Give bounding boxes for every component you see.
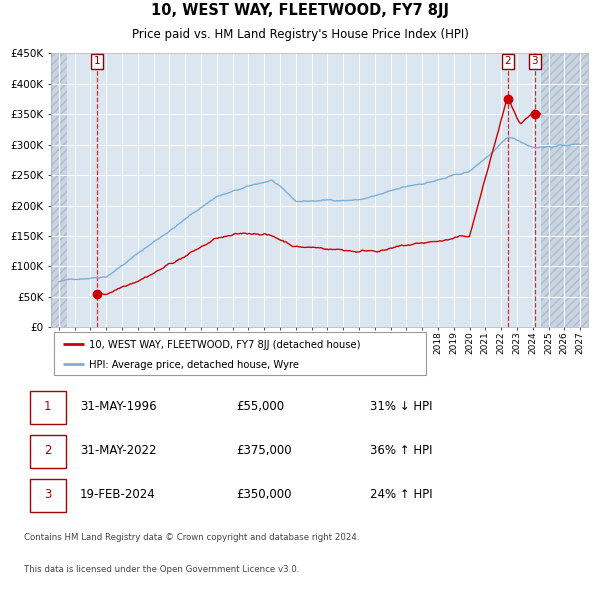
Text: HPI: Average price, detached house, Wyre: HPI: Average price, detached house, Wyre (89, 360, 299, 370)
Bar (29, 391, 66, 424)
Bar (51, 53, 67, 327)
Bar (29, 479, 66, 512)
Text: 3: 3 (532, 56, 538, 66)
Text: 24% ↑ HPI: 24% ↑ HPI (370, 487, 433, 500)
Bar (541, 53, 588, 327)
Text: Contains HM Land Registry data © Crown copyright and database right 2024.: Contains HM Land Registry data © Crown c… (24, 533, 359, 542)
Text: Price paid vs. HM Land Registry's House Price Index (HPI): Price paid vs. HM Land Registry's House … (131, 28, 469, 41)
Text: 3: 3 (44, 487, 52, 500)
Bar (541, 53, 588, 327)
Text: £375,000: £375,000 (236, 444, 292, 457)
Text: 1: 1 (44, 400, 52, 413)
Text: 31% ↓ HPI: 31% ↓ HPI (370, 400, 433, 413)
Text: 1: 1 (94, 56, 100, 66)
Bar (29, 435, 66, 468)
Text: 19-FEB-2024: 19-FEB-2024 (80, 487, 155, 500)
Text: 36% ↑ HPI: 36% ↑ HPI (370, 444, 433, 457)
Text: £350,000: £350,000 (236, 487, 292, 500)
Text: 2: 2 (505, 56, 511, 66)
Text: 10, WEST WAY, FLEETWOOD, FY7 8JJ (detached house): 10, WEST WAY, FLEETWOOD, FY7 8JJ (detach… (89, 340, 361, 350)
Text: £55,000: £55,000 (236, 400, 284, 413)
Text: 31-MAY-1996: 31-MAY-1996 (80, 400, 157, 413)
Text: This data is licensed under the Open Government Licence v3.0.: This data is licensed under the Open Gov… (24, 565, 299, 574)
Bar (51, 53, 67, 327)
Text: 31-MAY-2022: 31-MAY-2022 (80, 444, 156, 457)
Text: 10, WEST WAY, FLEETWOOD, FY7 8JJ: 10, WEST WAY, FLEETWOOD, FY7 8JJ (151, 2, 449, 18)
Text: 2: 2 (44, 444, 52, 457)
